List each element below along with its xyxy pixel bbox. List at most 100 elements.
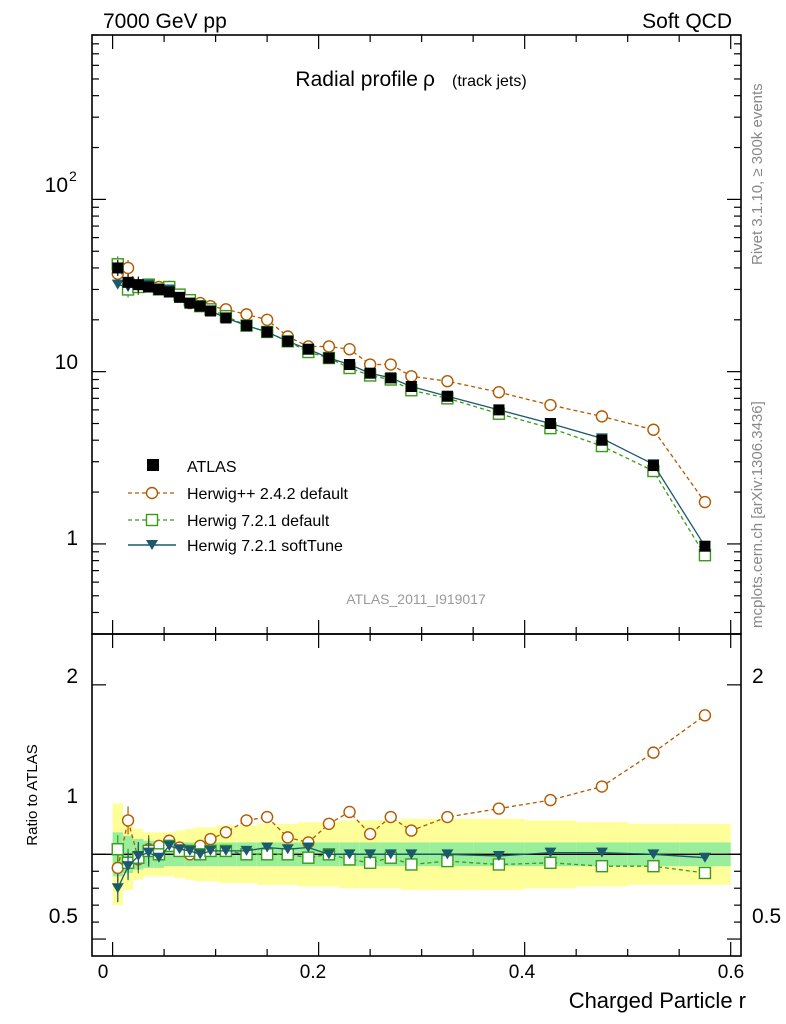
ratio-point-herwig-7-2-1-softtune [240,845,253,856]
point-atlas [122,276,134,288]
point-herwig-2-4-2-default [240,308,253,321]
point-atlas [385,372,397,384]
ratio-point-herwig-7-2-1-softtune [122,861,135,872]
point-atlas [544,418,556,430]
point-atlas [163,286,175,298]
ratio-point-herwig-7-2-1-softtune [194,849,207,860]
ratio-point-herwig-2-4-2-default [595,780,609,793]
point-herwig-2-4-2-default [121,261,135,275]
ratio-point-herwig-2-4-2-default [111,861,124,875]
ratio-point-herwig-7-2-1-softtune [595,847,608,858]
ratio-point-herwig-7-2-1-softtune [343,849,356,860]
ratio-point-herwig-2-4-2-default [363,827,377,841]
ratio-point-herwig-7-2-1-softtune [183,845,196,856]
point-herwig-2-4-2-default [322,340,336,353]
ratio-tick-label-left-2: 2 [66,665,78,688]
point-atlas [143,281,155,293]
ratio-point-herwig-2-4-2-default [544,793,557,807]
ratio-point-herwig-7-2-1-softtune [152,852,165,863]
plot-title-sub: (track jets) [452,73,527,90]
point-herwig-7-2-1-softtune [111,279,124,290]
ratio-point-herwig-2-4-2-default [240,814,253,827]
y-tick-label-1: 1 [66,527,78,550]
ratio-point-herwig-7-2-1-softtune [441,849,454,860]
point-atlas [174,291,186,303]
x-tick-label-0: 0 [98,962,109,983]
main-series-layer [111,256,712,562]
ratio-point-herwig-2-4-2-default [441,810,454,824]
point-atlas [204,305,216,317]
ratio-point-herwig-7-2-1-default [647,859,660,873]
x-axis-label: Charged Particle r [569,988,746,1013]
side-text-top: Rivet 3.1.10, ≥ 300k events [749,83,766,265]
ratio-point-herwig-7-2-1-softtune [163,840,176,851]
ratio-point-herwig-7-2-1-softtune [142,847,155,858]
header-right: Soft QCD [642,10,732,33]
ratio-tick-label-left-0.5: 0.5 [49,905,78,928]
legend: ATLAS Herwig++ 2.4.2 default Herwig 7.2.… [128,459,349,555]
ratio-point-herwig-2-4-2-default [384,810,397,824]
ratio-point-herwig-7-2-1-default [302,851,315,864]
point-atlas [364,367,376,379]
ratio-point-herwig-7-2-1-default [698,866,712,880]
point-atlas [132,279,144,291]
ratio-point-herwig-2-4-2-default [647,746,660,759]
point-atlas [153,283,165,295]
plot-title-symbol: ρ [423,68,435,91]
point-atlas [493,404,505,416]
legend-label-herwig7-softtune: Herwig 7.2.1 softTune [187,538,343,555]
ratio-point-herwig-7-2-1-default [544,856,557,869]
series-line-herwig-7-2-1-softtune [117,283,706,547]
ratio-point-herwig-7-2-1-softtune [173,844,186,855]
legend-label-herwig7-default: Herwig 7.2.1 default [187,513,330,530]
point-atlas [282,335,294,347]
ratio-tick-label-right-2: 2 [752,665,764,688]
ratio-point-herwig-7-2-1-softtune [322,849,335,860]
point-herwig-2-4-2-default [384,358,397,371]
point-herwig-2-4-2-default [698,495,712,509]
point-atlas [647,460,659,472]
ratio-series-layer [111,709,712,903]
x-tick-label-0.6: 0.6 [718,962,744,983]
ratio-point-herwig-7-2-1-softtune [492,851,505,862]
ratio-point-herwig-2-4-2-default [343,805,356,819]
ratio-point-herwig-7-2-1-default [405,858,418,871]
point-herwig-2-4-2-default [595,410,609,423]
ratio-point-herwig-2-4-2-default [281,831,294,844]
point-atlas [323,352,335,364]
ratio-point-herwig-2-4-2-default [322,817,336,831]
point-herwig-2-4-2-default [544,398,557,412]
point-atlas [261,326,273,338]
ratio-point-herwig-7-2-1-softtune [261,842,274,853]
y-tick-label-100-exp: 2 [69,168,77,184]
side-text-bottom: mcplots.cern.ch [arXiv:1306.3436] [749,401,766,628]
legend-marker-herwig7-softtune [146,540,158,550]
point-atlas [405,381,417,393]
ratio-point-herwig-2-4-2-default [260,810,274,824]
ratio-line-herwig-2-4-2-default [117,714,706,869]
analysis-watermark: ATLAS_2011_I919017 [346,591,486,607]
legend-label-atlas: ATLAS [187,459,237,476]
y-tick-label-10: 10 [55,351,78,374]
point-herwig-2-4-2-default [405,370,418,383]
ratio-point-herwig-7-2-1-softtune [698,852,711,863]
ratio-point-herwig-7-2-1-softtune [204,845,217,856]
ratio-point-herwig-7-2-1-softtune [544,847,557,858]
ratio-y-axis-label: Ratio to ATLAS [24,744,41,845]
point-atlas [699,540,711,552]
plot-title: Radial profile [295,68,418,91]
point-atlas [184,297,196,309]
x-tick-label-0.2: 0.2 [300,962,326,983]
ratio-tick-label-right-0.5: 0.5 [752,905,781,928]
ratio-point-herwig-7-2-1-softtune [132,851,145,862]
ratio-point-herwig-7-2-1-softtune [111,883,124,894]
legend-marker-herwigpp [145,486,159,500]
point-atlas [241,320,253,332]
point-atlas [112,262,124,274]
ratio-tick-label-left-1: 1 [66,785,78,808]
ratio-point-herwig-2-4-2-default [219,826,233,839]
ratio-point-herwig-7-2-1-default [595,859,609,873]
point-herwig-2-4-2-default [343,343,356,356]
ratio-frame [91,633,742,957]
legend-marker-herwig7-default [145,513,159,527]
